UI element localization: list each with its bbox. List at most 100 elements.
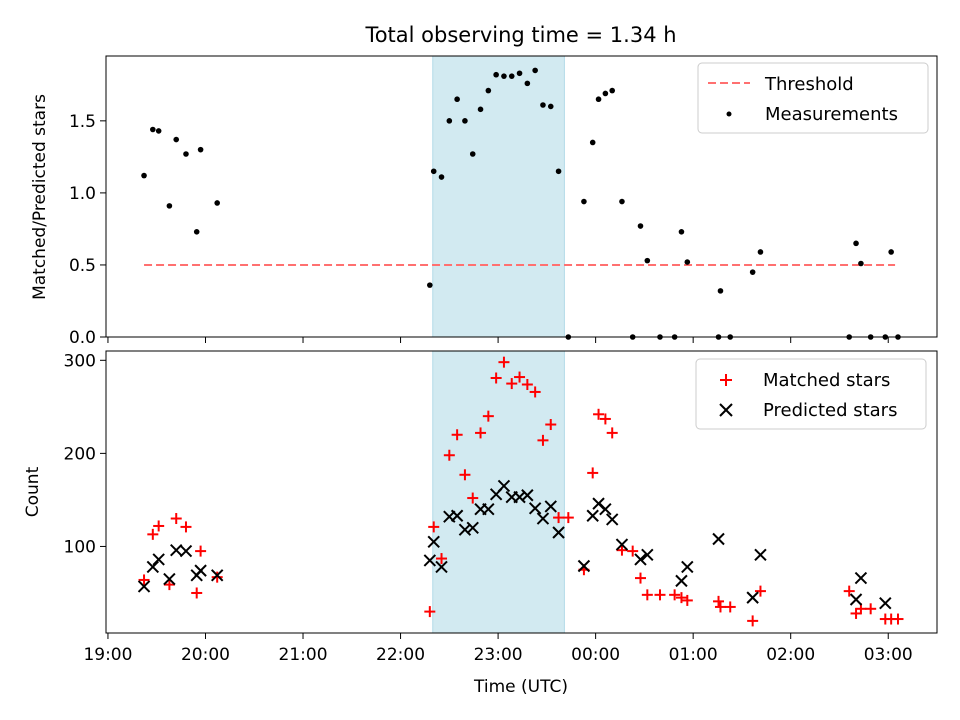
predicted-star-point <box>675 574 688 588</box>
matched-star-point <box>436 553 448 565</box>
y-tick-label: 100 <box>64 537 96 557</box>
y-tick-label: 1.5 <box>69 112 96 132</box>
predicted-star-point <box>427 535 440 548</box>
measurement-point <box>555 168 562 175</box>
y-tick-label: 0.0 <box>69 328 96 348</box>
matched-points <box>138 356 904 627</box>
matched-star-point <box>529 386 541 398</box>
predicted-star-point <box>746 591 759 604</box>
measurement-point <box>462 118 468 124</box>
matched-star-point <box>514 371 526 383</box>
matched-star-point <box>865 603 877 615</box>
legend-predicted-swatch <box>719 403 733 417</box>
matched-star-point <box>713 595 725 607</box>
x-ticks: 19:00 20:00 21:00 22:00 23:00 00:00 01:00 02:00… <box>83 633 913 665</box>
matched-star-point <box>654 589 666 601</box>
measurement-point <box>684 259 691 265</box>
y-axis-label: Count <box>23 466 43 517</box>
matched-star-point <box>681 594 693 606</box>
measurement-point <box>717 288 724 294</box>
legend[interactable]: Matched stars Predicted stars <box>695 358 927 430</box>
matched-star-point <box>747 615 759 627</box>
measurement-point <box>508 73 515 79</box>
matched-star-point <box>641 589 653 601</box>
x-ticks <box>107 337 889 343</box>
predicted-star-point <box>552 526 565 539</box>
measurement-point <box>469 151 476 157</box>
matched-star-point <box>498 356 510 368</box>
matched-star-point <box>147 528 159 540</box>
measurement-point <box>619 198 625 205</box>
matched-star-point <box>545 419 557 431</box>
x-axis-label: Time (UTC) <box>473 677 568 697</box>
measurement-point <box>888 249 894 255</box>
matched-star-point <box>170 513 182 525</box>
measurement-point <box>547 103 554 110</box>
x-tick-label: 20:00 <box>181 645 230 665</box>
x-tick-label: 03:00 <box>864 645 913 665</box>
measurement-point <box>858 260 864 267</box>
measurement-point <box>173 136 180 143</box>
legend-measurement-swatch <box>726 111 732 117</box>
legend-threshold-label: Threshold <box>764 74 854 95</box>
measurement-point <box>150 126 156 133</box>
matched-star-point <box>459 469 471 481</box>
measurement-point <box>749 269 756 275</box>
matched-star-point <box>599 413 611 425</box>
shaded-span <box>432 55 565 338</box>
predicted-star-point <box>599 503 612 516</box>
predicted-star-point <box>482 503 495 516</box>
matched-star-point <box>428 521 440 533</box>
measurement-point <box>166 203 173 209</box>
predicted-star-point <box>615 538 629 551</box>
measurement-point <box>516 70 523 77</box>
measurement-point <box>757 249 764 255</box>
matched-star-point <box>553 512 565 524</box>
predicted-star-point <box>466 521 479 535</box>
predicted-star-point <box>641 548 654 562</box>
matched-star-point <box>475 427 487 439</box>
predicted-star-point <box>528 502 542 515</box>
legend-matched-label: Matched stars <box>763 370 890 391</box>
predicted-star-point <box>137 580 151 593</box>
x-tick-label: 21:00 <box>279 645 328 665</box>
matched-star-point <box>467 492 479 504</box>
measurement-points <box>141 67 901 340</box>
y-axis-label: Matched/Predicted stars <box>30 94 50 300</box>
predicted-star-point <box>450 509 464 522</box>
legend-box <box>695 358 927 430</box>
matched-star-point <box>506 378 518 390</box>
predicted-star-point <box>879 597 892 610</box>
measurement-point <box>581 198 587 205</box>
predicted-star-point <box>521 489 534 502</box>
predicted-star-point <box>586 509 599 522</box>
predicted-star-point <box>577 559 591 573</box>
matched-star-point <box>669 589 681 601</box>
x-tick-label: 00:00 <box>571 645 620 665</box>
measurement-point <box>485 87 492 94</box>
matched-star-point <box>587 467 599 479</box>
measurement-point <box>637 223 644 229</box>
measurement-point <box>602 90 609 97</box>
matched-star-point <box>211 571 223 583</box>
matched-star-point <box>490 372 502 384</box>
matched-star-point <box>424 606 436 618</box>
measurement-point <box>493 71 499 78</box>
matched-star-point <box>616 544 628 556</box>
matched-star-point <box>724 601 736 613</box>
matched-star-point <box>153 520 165 532</box>
measurement-point <box>427 282 433 288</box>
matched-star-point <box>443 449 455 461</box>
y-tick-label: 300 <box>64 351 96 371</box>
predicted-points <box>137 479 892 610</box>
predicted-star-point <box>179 544 193 558</box>
measurement-point <box>183 151 189 157</box>
matched-star-point <box>537 434 549 446</box>
measurement-point <box>589 139 596 146</box>
predicted-star-point <box>536 512 550 525</box>
legend[interactable]: Threshold Measurements <box>697 62 929 134</box>
measurement-point <box>454 96 460 103</box>
matched-star-point <box>451 429 463 441</box>
y-ticks: 0.0 0.5 1.0 1.5 <box>69 112 106 348</box>
